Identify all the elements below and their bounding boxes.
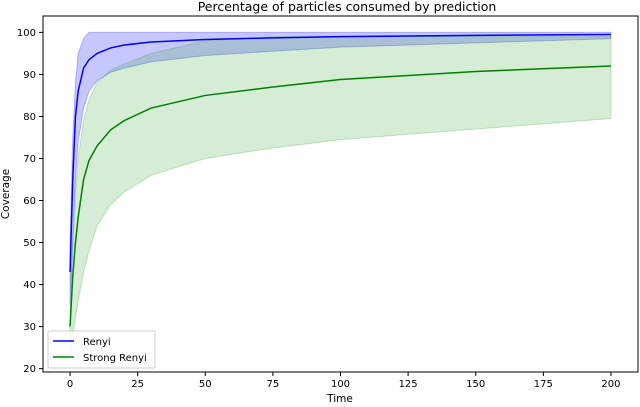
x-tick-label: 200 (601, 379, 620, 390)
y-tick-label: 20 (23, 364, 36, 375)
band-strong-renyi (69, 36, 612, 361)
y-tick-label: 60 (23, 196, 36, 207)
y-tick-label: 30 (23, 322, 36, 333)
x-tick-label: 75 (267, 379, 280, 390)
legend: Renyi Strong Renyi (47, 330, 156, 369)
y-tick-label: 70 (23, 154, 36, 165)
line-strong-renyi (69, 65, 611, 327)
chart-title: Percentage of particles consumed by pred… (198, 0, 497, 14)
x-tick-label: 125 (399, 379, 418, 390)
x-tick-label: 25 (131, 379, 144, 390)
x-tick-label: 100 (331, 379, 350, 390)
y-tick-label: 40 (23, 280, 36, 291)
legend-label-strong-renyi: Strong Renyi (83, 353, 147, 364)
y-tick-label: 50 (23, 238, 36, 249)
y-tick-label: 90 (23, 70, 36, 81)
legend-box (47, 330, 156, 369)
y-tick-label: 100 (17, 28, 36, 39)
x-tick-label: 50 (199, 379, 212, 390)
y-axis-label: Coverage (0, 169, 12, 219)
x-tick-label: 175 (534, 379, 553, 390)
band-renyi (69, 31, 612, 306)
legend-label-renyi: Renyi (83, 337, 111, 348)
line-renyi (69, 33, 611, 272)
x-tick-label: 150 (466, 379, 485, 390)
x-axis-label: Time (326, 393, 353, 403)
x-tick-label: 0 (67, 379, 73, 390)
y-tick-label: 80 (23, 112, 36, 123)
